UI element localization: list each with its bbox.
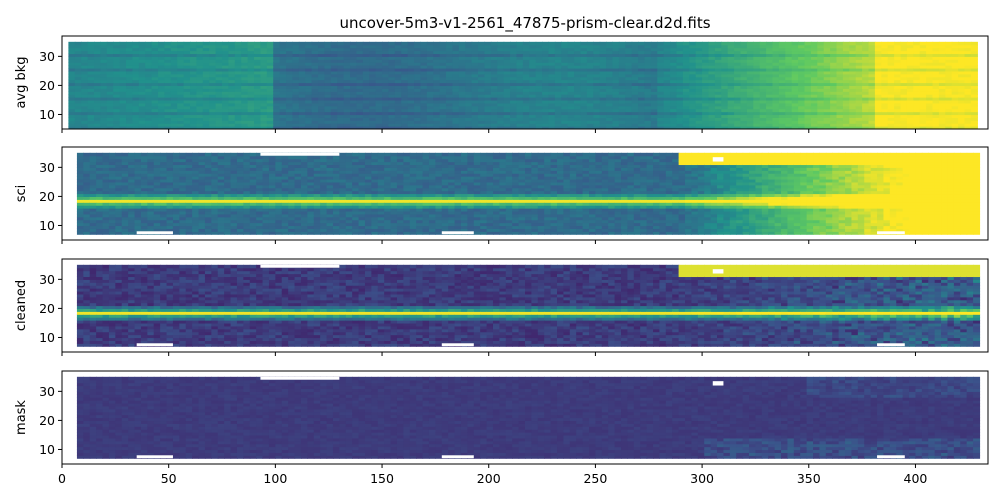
x-axis: 0 50 100 150 200 250 300 350 400: [58, 471, 927, 486]
y-tick-label: 20: [39, 301, 55, 316]
x-tick-label: 250: [583, 471, 607, 486]
chart-title: uncover-5m3-v1-2561_47875-prism-clear.d2…: [339, 14, 710, 33]
x-tick-label: 150: [370, 471, 394, 486]
y-tick-label: 10: [39, 442, 55, 457]
panel-avg-bkg: 10 20 30 avg bkg: [14, 35, 989, 133]
y-tick-label: 30: [39, 272, 55, 287]
heatmap-image: [76, 264, 981, 347]
panel-frame: [61, 370, 989, 465]
y-axis-label: cleaned: [14, 280, 29, 331]
y-tick-label: 20: [39, 189, 55, 204]
heatmap-image: [76, 152, 981, 235]
x-tick-label: 300: [690, 471, 714, 486]
x-tick-label: 0: [58, 471, 66, 486]
x-tick-label: 400: [904, 471, 928, 486]
y-axis-label: mask: [14, 400, 29, 435]
panel-frame: [61, 35, 989, 130]
y-axis-label: avg bkg: [14, 56, 29, 108]
panel-cleaned: 10 20 30 cleaned: [14, 258, 989, 356]
y-tick-label: 20: [39, 413, 55, 428]
y-tick-label: 30: [39, 384, 55, 399]
x-tick-label: 100: [263, 471, 287, 486]
x-tick-label: 350: [797, 471, 821, 486]
x-tick-label: 200: [477, 471, 501, 486]
panel-frame: [61, 146, 989, 241]
y-tick-label: 10: [39, 330, 55, 345]
panel-mask: 10 20 30 mask: [14, 370, 989, 468]
y-tick-label: 10: [39, 107, 55, 122]
y-tick-label: 30: [39, 160, 55, 175]
panel-frame: [61, 258, 989, 353]
panel-sci: 10 20 30 sci: [14, 146, 989, 244]
x-tick-label: 50: [161, 471, 177, 486]
panels: 10 20 30 avg bkg 10 20 30 sci 10 20 30 cleaned 10 20 3…: [14, 35, 989, 468]
y-tick-label: 30: [39, 49, 55, 64]
y-tick-label: 10: [39, 218, 55, 233]
y-axis-label: sci: [14, 185, 29, 203]
heatmap-image: [68, 41, 978, 129]
heatmap-image: [76, 376, 981, 459]
y-tick-label: 20: [39, 78, 55, 93]
